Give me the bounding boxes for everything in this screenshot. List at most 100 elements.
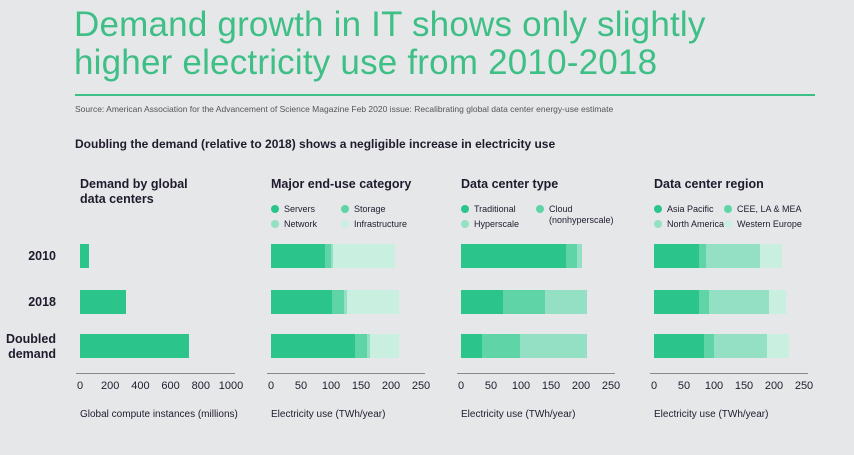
x-tick-label: 100 <box>511 380 531 392</box>
bar-segment <box>331 290 344 314</box>
title-line-1: Demand growth in IT shows only slightly <box>74 5 706 44</box>
x-tick-label: 800 <box>191 380 210 392</box>
bar-segment <box>461 290 503 314</box>
bar-segment <box>80 334 189 358</box>
x-axis-title: Electricity use (TWh/year) <box>654 409 769 420</box>
bar-segment <box>271 244 325 268</box>
x-tick-label: 150 <box>734 380 754 392</box>
x-tick-label: 600 <box>161 380 180 392</box>
row-label-2018: 2018 <box>28 295 56 309</box>
x-tick-label: 200 <box>764 380 784 392</box>
x-axis-title: Electricity use (TWh/year) <box>461 409 576 420</box>
bar-segment <box>703 334 714 358</box>
x-axis-line <box>267 373 425 374</box>
x-axis-line <box>457 373 615 374</box>
legend-label: Network <box>284 219 318 229</box>
legend-swatch-icon <box>341 205 349 213</box>
x-tick-label: 0 <box>650 380 658 392</box>
legend-label: CEE, LA & MEA <box>737 204 802 214</box>
legend-swatch-icon <box>341 220 349 228</box>
legend-swatch-icon <box>724 205 732 213</box>
bar-segment <box>461 334 482 358</box>
x-tick-label: 200 <box>571 380 591 392</box>
legend-item: Asia Pacific <box>654 204 714 215</box>
row-label-doubled: Doubled demand <box>6 332 56 361</box>
x-tick-label: 200 <box>381 380 401 392</box>
bar-segment <box>654 290 699 314</box>
bar-segment <box>654 334 704 358</box>
bar-segment <box>370 334 400 358</box>
x-tick-label: 150 <box>541 380 561 392</box>
x-axis-title: Electricity use (TWh/year) <box>271 409 386 420</box>
legend-swatch-icon <box>654 220 662 228</box>
x-tick-label: 50 <box>677 380 691 392</box>
x-tick-label: 100 <box>321 380 341 392</box>
legend-label: North America <box>667 219 725 229</box>
x-axis-line <box>650 373 808 374</box>
legend-item: Infrastructure <box>341 219 407 230</box>
legend-label: Traditional <box>474 204 516 214</box>
x-tick-label: 250 <box>601 380 621 392</box>
x-tick-label: 50 <box>484 380 498 392</box>
legend-swatch-icon <box>724 220 732 228</box>
legend-item: Servers <box>271 204 315 215</box>
bar-segment <box>325 244 331 268</box>
panel-title: Data center type <box>461 177 559 191</box>
legend-label: Cloud (nonhyperscale) <box>549 204 614 225</box>
source-note: Source: American Association for the Adv… <box>75 104 614 114</box>
legend-label: Hyperscale <box>474 219 520 229</box>
x-tick-label: 0 <box>267 380 275 392</box>
bar-segment <box>545 290 587 314</box>
panel-title: Major end-use category <box>271 177 412 191</box>
bar-segment <box>80 244 90 268</box>
x-tick-label: 250 <box>794 380 814 392</box>
legend-label: Infrastructure <box>354 219 408 229</box>
legend-item: Storage <box>341 204 386 215</box>
legend-item: CEE, LA & MEA <box>724 204 802 215</box>
x-tick-label: 1000 <box>218 380 244 392</box>
bar-segment <box>343 290 347 314</box>
bar-segment <box>760 244 783 268</box>
panel-title: Data center region <box>654 177 764 191</box>
x-tick-label: 100 <box>704 380 724 392</box>
bar-segment <box>576 244 582 268</box>
bar-segment <box>766 334 789 358</box>
bar-segment <box>461 244 566 268</box>
legend-item: North America <box>654 219 724 230</box>
bar-segment <box>654 244 699 268</box>
legend-item: Western Europe <box>724 219 802 230</box>
legend-item: Traditional <box>461 204 516 215</box>
legend-label: Servers <box>284 204 316 214</box>
title-line-2: higher electricity use from 2010-2018 <box>74 43 658 82</box>
bar-segment <box>271 334 355 358</box>
legend-label: Western Europe <box>737 219 802 229</box>
x-tick-label: 0 <box>457 380 465 392</box>
legend-swatch-icon <box>654 205 662 213</box>
bar-segment <box>706 244 761 268</box>
title-rule <box>75 94 815 96</box>
chart-subtitle: Doubling the demand (relative to 2018) s… <box>75 137 556 151</box>
bar-segment <box>709 290 770 314</box>
legend-swatch-icon <box>271 205 279 213</box>
legend-item: Cloud (nonhyperscale) <box>536 204 621 226</box>
bar-segment <box>367 334 370 358</box>
page-title: Demand growth in IT shows only slightly … <box>74 6 706 82</box>
bar-segment <box>769 290 786 314</box>
x-tick-label: 400 <box>131 380 150 392</box>
x-tick-label: 150 <box>351 380 371 392</box>
x-axis-line <box>76 373 235 374</box>
bar-segment <box>519 334 587 358</box>
x-tick-label: 200 <box>101 380 120 392</box>
row-label-2010: 2010 <box>28 249 56 263</box>
bar-segment <box>271 290 332 314</box>
x-tick-label: 250 <box>411 380 431 392</box>
bar-segment <box>355 334 367 358</box>
legend-label: Storage <box>354 204 386 214</box>
legend-item: Network <box>271 219 317 230</box>
x-tick-label: 0 <box>76 380 84 392</box>
bar-segment <box>80 290 127 314</box>
bar-segment <box>346 290 400 314</box>
legend-swatch-icon <box>461 205 469 213</box>
x-axis-title: Global compute instances (millions) <box>80 409 238 420</box>
legend-swatch-icon <box>461 220 469 228</box>
